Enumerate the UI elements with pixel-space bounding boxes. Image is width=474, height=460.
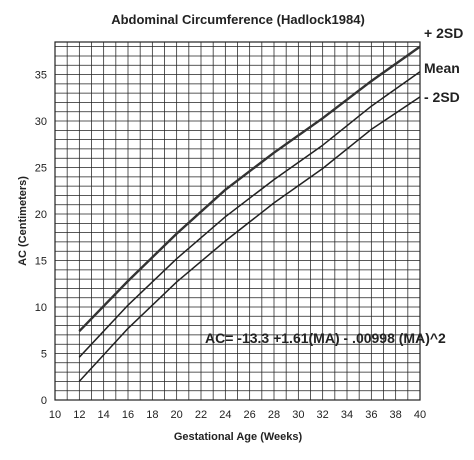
series-label: Mean: [424, 60, 460, 76]
y-tick-label: 20: [35, 209, 47, 221]
x-tick-label: 40: [414, 409, 426, 421]
series-line: [78, 71, 421, 358]
y-tick-label: 0: [41, 395, 47, 407]
x-tick-label: 28: [268, 409, 280, 421]
x-tick-label: 16: [122, 409, 134, 421]
x-tick-label: 22: [195, 409, 207, 421]
x-tick-labels: 10 12 14 16 18 20 22 24 26 28 30 32 34 36 38 40: [49, 409, 426, 421]
series-line: [78, 96, 421, 382]
formula-annotation: AC= -13.3 +1.61(MA) - .00998 (MA)^2: [205, 330, 446, 346]
series-label: + 2SD: [424, 25, 463, 41]
x-tick-label: 20: [171, 409, 183, 421]
x-tick-label: 14: [98, 409, 110, 421]
x-tick-label: 30: [292, 409, 304, 421]
y-tick-label: 5: [41, 349, 47, 361]
x-tick-label: 26: [244, 409, 256, 421]
grid: [54, 41, 421, 401]
x-tick-label: 34: [341, 409, 353, 421]
x-tick-label: 38: [390, 409, 402, 421]
y-tick-label: 10: [35, 302, 47, 314]
x-tick-label: 10: [49, 409, 61, 421]
x-tick-label: 36: [365, 409, 377, 421]
y-tick-label: 15: [35, 256, 47, 268]
y-tick-label: 30: [35, 116, 47, 128]
series-line: [78, 45, 421, 333]
series-lines: [78, 45, 421, 382]
y-tick-label: 25: [35, 163, 47, 175]
series-labels: + 2SD Mean - 2SD: [424, 25, 463, 105]
y-tick-label: 35: [35, 70, 47, 82]
y-tick-labels: 0 5 10 15 20 25 30 35: [35, 70, 47, 407]
x-axis-label: Gestational Age (Weeks): [174, 431, 303, 443]
series-label: - 2SD: [424, 89, 460, 105]
y-axis-label: AC (Centimeters): [17, 176, 29, 266]
x-tick-label: 18: [146, 409, 158, 421]
chart-title: Abdominal Circumference (Hadlock1984): [111, 12, 365, 27]
plot-frame: [54, 41, 421, 401]
x-tick-label: 12: [73, 409, 85, 421]
x-tick-label: 24: [219, 409, 231, 421]
x-tick-label: 32: [317, 409, 329, 421]
